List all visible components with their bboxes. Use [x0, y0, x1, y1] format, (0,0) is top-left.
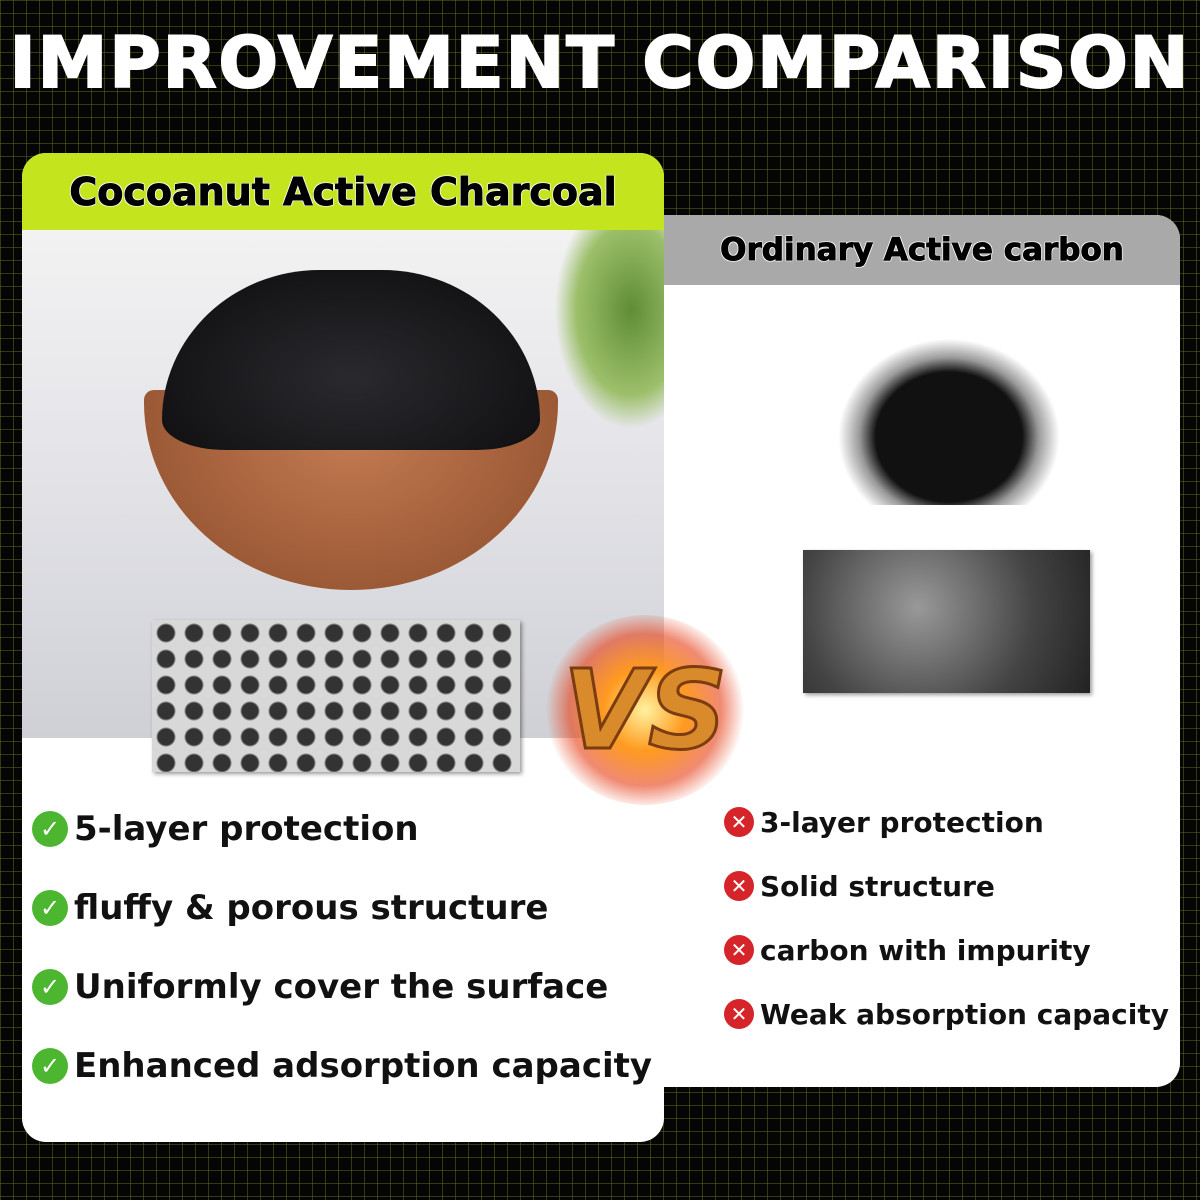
ordinary-card-header: Ordinary Active carbon	[664, 215, 1180, 285]
list-item: ✕ carbon with impurity	[724, 918, 1169, 982]
ordinary-carbon-card: Ordinary Active carbon ✕ 3-layer protecti…	[664, 215, 1180, 1087]
x-circle-icon: ✕	[724, 935, 754, 965]
coconut-card-heading: Cocoanut Active Charcoal	[69, 169, 617, 214]
page-title: IMPROVEMENT COMPARISON	[9, 21, 1191, 105]
x-circle-icon: ✕	[724, 807, 754, 837]
ordinary-drawbacks-list: ✕ 3-layer protection ✕ Solid structure ✕ ca…	[724, 790, 1169, 1046]
check-circle-icon: ✓	[32, 810, 68, 847]
coconut-charcoal-card: Cocoanut Active Charcoal ✓ 5-layer protec…	[22, 153, 664, 1142]
list-item: ✕ Solid structure	[724, 854, 1169, 918]
charcoal-pile-image	[162, 270, 540, 450]
x-circle-icon: ✕	[724, 999, 754, 1029]
plant-image	[554, 230, 664, 430]
ordinary-card-heading: Ordinary Active carbon	[720, 232, 1125, 269]
coconut-benefits-list: ✓ 5-layer protection ✓ fluffy & porous str…	[32, 789, 652, 1105]
porous-structure-micrograph	[152, 620, 520, 772]
list-item: ✕ Weak absorption capacity	[724, 982, 1169, 1046]
list-item: ✓ Enhanced adsorption capacity	[32, 1026, 652, 1105]
solid-structure-micrograph	[803, 550, 1090, 693]
x-circle-icon: ✕	[724, 871, 754, 901]
vs-badge: VS	[545, 615, 745, 805]
carbon-powder-image	[834, 335, 1064, 505]
coconut-card-header: Cocoanut Active Charcoal	[22, 153, 664, 230]
list-item: ✕ 3-layer protection	[724, 790, 1169, 854]
list-item: ✓ 5-layer protection	[32, 789, 652, 868]
check-circle-icon: ✓	[32, 889, 68, 926]
check-circle-icon: ✓	[32, 1047, 68, 1084]
coconut-charcoal-photo	[22, 230, 664, 772]
check-circle-icon: ✓	[32, 968, 68, 1005]
list-item: ✓ Uniformly cover the surface	[32, 947, 652, 1026]
list-item: ✓ fluffy & porous structure	[32, 868, 652, 947]
